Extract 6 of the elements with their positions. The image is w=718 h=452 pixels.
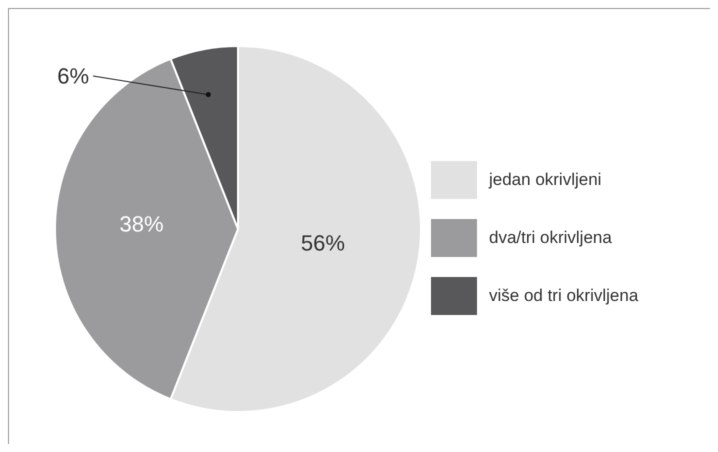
legend-label: više od tri okrivljena <box>489 286 638 306</box>
data-label: 38% <box>119 212 164 236</box>
legend-label: jedan okrivljeni <box>489 170 602 190</box>
legend-label: dva/tri okrivljena <box>489 228 612 248</box>
data-label: 56% <box>300 230 345 256</box>
data-label: 6% <box>57 64 89 88</box>
